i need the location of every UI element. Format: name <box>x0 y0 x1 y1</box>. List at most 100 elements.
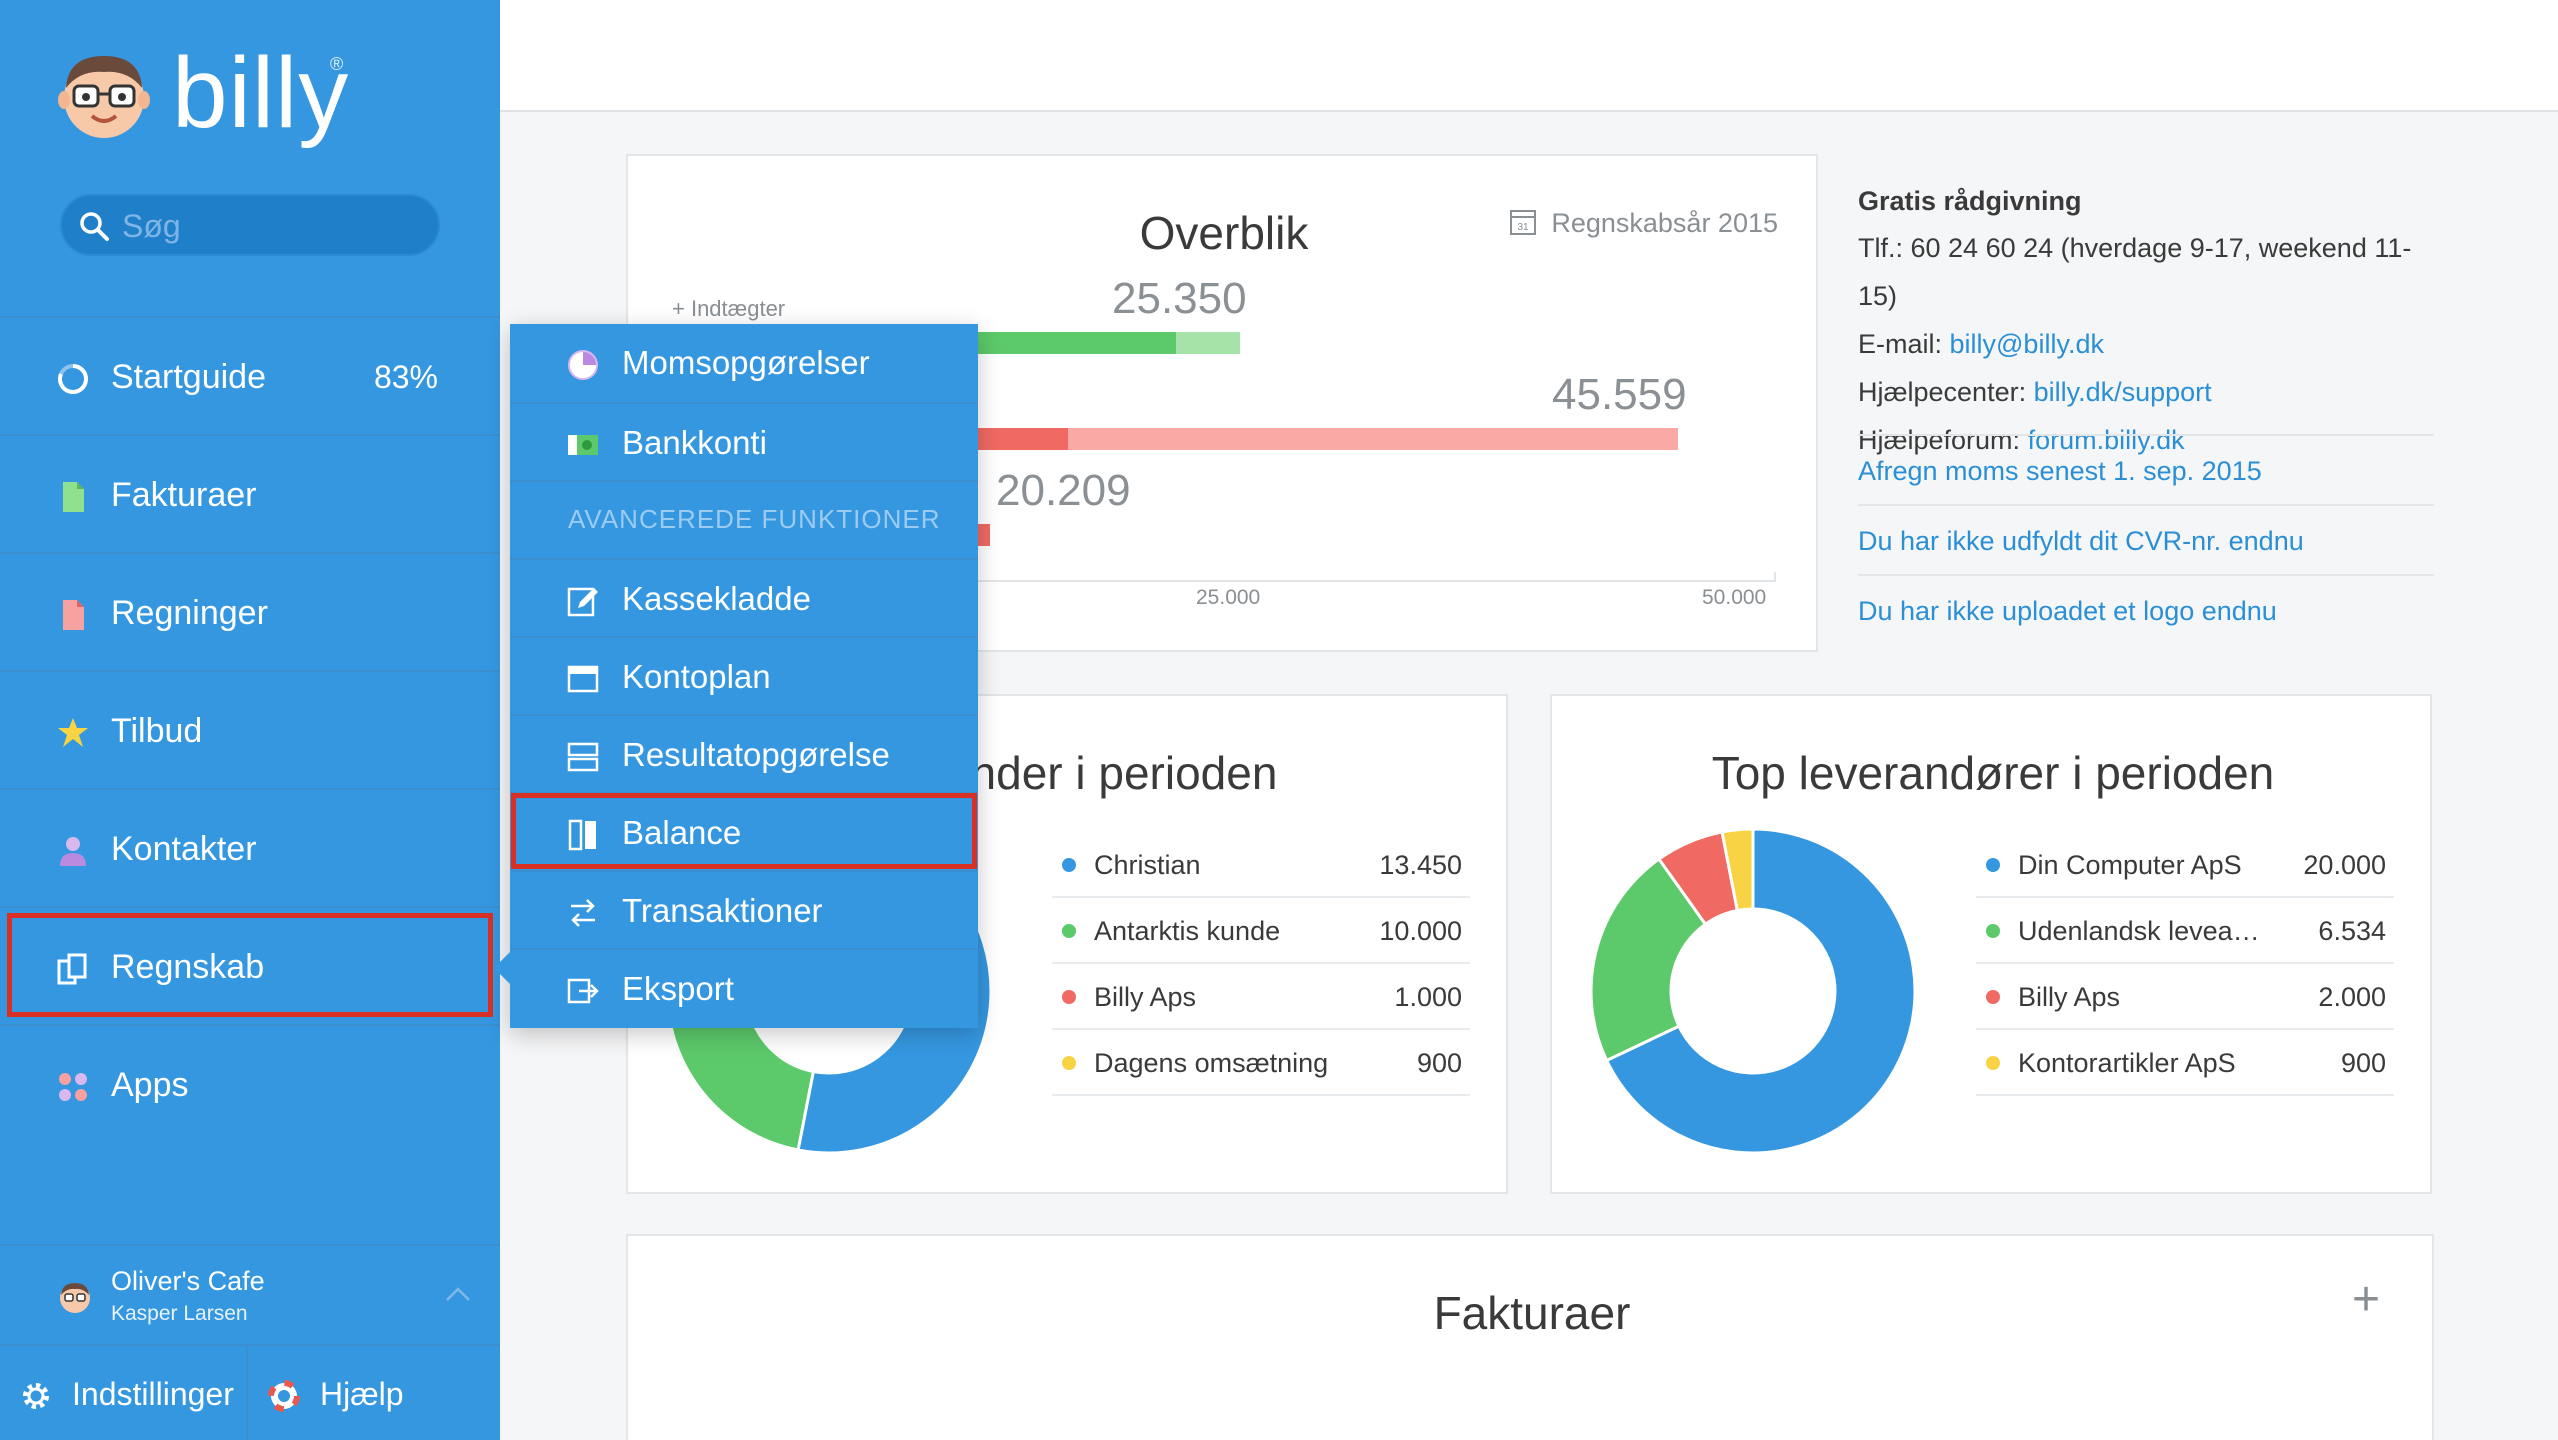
income-legend[interactable]: + Indtægter <box>672 296 786 321</box>
donut-slice-2[interactable] <box>1589 856 1708 1063</box>
nav-item-regnskab[interactable]: Regnskab <box>0 906 500 1024</box>
edit-ledger-icon <box>567 587 598 617</box>
legend-row[interactable]: Billy Aps 1.000 <box>1052 964 1470 1030</box>
legend-row[interactable]: Udenlandsk levea… 6.534 <box>1976 898 2394 964</box>
invoice-icon <box>63 482 84 512</box>
nav-item-apps[interactable]: Apps <box>0 1024 500 1142</box>
legend-dot <box>1986 858 2000 872</box>
gear-icon <box>23 1383 49 1409</box>
nav-item-tilbud[interactable]: Tilbud <box>0 670 500 788</box>
help-button[interactable]: Hjælp <box>250 1346 500 1440</box>
legend-name: Dagens omsætning <box>1094 1048 1329 1078</box>
user-name: Kasper Larsen <box>111 1302 248 1325</box>
submenu-label: Kontoplan <box>622 658 771 695</box>
legend-row[interactable]: Dagens omsætning 900 <box>1052 1030 1470 1096</box>
nav-item-regninger[interactable]: Regninger <box>0 552 500 670</box>
x-axis <box>672 580 1776 582</box>
startguide-progress: 83% <box>373 359 438 395</box>
cvr-missing-link[interactable]: Du har ikke udfyldt dit CVR-nr. endnu <box>1858 504 2434 574</box>
regnskab-submenu: Momsopgørelser Bankkonti AVANCEREDE FUNK… <box>494 324 978 1028</box>
submenu-item-bankkonti[interactable]: Bankkonti <box>510 402 978 480</box>
nav-label: Startguide <box>111 358 266 396</box>
support-info: Gratis rådgivning Tlf.: 60 24 60 24 (hve… <box>1858 178 2438 464</box>
support-helpcenter-line: Hjælpecenter: billy.dk/support <box>1858 368 2438 416</box>
pie-chart-icon <box>568 350 598 380</box>
nav-label: Tilbud <box>111 712 203 750</box>
support-forum-line: Hjælpeforum: forum.billy.dk <box>1858 416 2438 464</box>
avatar <box>60 1283 90 1313</box>
submenu-section-header <box>510 480 978 558</box>
logo-missing-link[interactable]: Du har ikke uploadet et logo endnu <box>1858 574 2434 644</box>
legend-name: Billy Aps <box>2018 982 2121 1012</box>
star-badge-icon <box>58 718 88 747</box>
submenu-item-resultatopgorelse[interactable]: Resultatopgørelse <box>510 714 978 792</box>
nav-label: Kontakter <box>111 830 257 868</box>
bank-card-icon <box>568 435 598 455</box>
submenu-item-balance[interactable]: Balance <box>510 792 978 870</box>
legend-row[interactable]: Christian 13.450 <box>1052 832 1470 898</box>
customers-legend: Christian 13.450 Antarktis kunde 10.000 Bi… <box>1052 832 1470 1096</box>
submenu-item-kontoplan[interactable]: Kontoplan <box>510 636 978 714</box>
forum-label: Hjælpeforum: <box>1858 425 2028 455</box>
top-customers-title: nder i perioden <box>970 747 1278 799</box>
helpcenter-link[interactable]: billy.dk/support <box>2033 377 2212 407</box>
lifebuoy-icon <box>268 1380 300 1412</box>
add-invoice-button[interactable]: + <box>2351 1273 2380 1326</box>
search-input[interactable] <box>122 204 422 248</box>
balance-columns-icon <box>568 819 596 851</box>
nav-item-kontakter[interactable]: Kontakter <box>0 788 500 906</box>
top-bar <box>500 0 2558 112</box>
suppliers-legend: Din Computer ApS 20.000 Udenlandsk levea…… <box>1976 832 2394 1096</box>
email-label: E-mail: <box>1858 329 1950 359</box>
support-email-line: E-mail: billy@billy.dk <box>1858 320 2438 368</box>
x-axis-tick <box>1774 572 1776 582</box>
account-switcher[interactable]: Oliver's Cafe Kasper Larsen <box>0 1244 500 1344</box>
legend-row[interactable]: Antarktis kunde 10.000 <box>1052 898 1470 964</box>
support-title: Gratis rådgivning <box>1858 186 2082 216</box>
forum-link[interactable]: forum.billy.dk <box>2027 425 2185 455</box>
legend-value: 6.534 <box>2318 916 2386 946</box>
progress-ring-icon <box>58 364 88 394</box>
result-value: 20.209 <box>996 466 1131 515</box>
axis-label-50000: 50.000 <box>1702 586 1767 609</box>
fiscal-year-selector[interactable]: 31 Regnskabsår 2015 <box>1510 208 1778 239</box>
nav-label: Apps <box>111 1066 189 1104</box>
settings-label: Indstillinger <box>72 1376 234 1412</box>
donut-slice-1[interactable] <box>1604 827 1917 1155</box>
company-name: Oliver's Cafe <box>111 1266 265 1296</box>
export-icon <box>567 978 599 1004</box>
help-label: Hjælp <box>320 1376 404 1412</box>
submenu-item-eksport[interactable]: Eksport <box>510 948 978 1026</box>
accounting-books-icon <box>57 953 87 985</box>
legend-value: 900 <box>2340 1048 2386 1078</box>
transactions-icon <box>571 899 595 927</box>
legend-row[interactable]: Kontorartikler ApS 900 <box>1976 1030 2394 1096</box>
legend-dot <box>1986 924 2000 938</box>
nav-item-startguide[interactable]: Startguide 83% <box>0 316 500 434</box>
nav-item-fakturaer[interactable]: Fakturaer <box>0 434 500 552</box>
submenu-item-transaktioner[interactable]: Transaktioner <box>510 870 978 948</box>
vat-deadline-link[interactable]: Afregn moms senest 1. sep. 2015 <box>1858 434 2434 504</box>
submenu-item-kassekladde[interactable]: Kassekladde <box>510 558 978 636</box>
submenu-item-momsopgorelser[interactable]: Momsopgørelser <box>510 324 978 402</box>
submenu-label: Resultatopgørelse <box>622 736 890 773</box>
legend-row[interactable]: Din Computer ApS 20.000 <box>1976 832 2394 898</box>
calendar-icon: 31 <box>1510 210 1537 235</box>
expense-value: 45.559 <box>1552 370 1687 419</box>
support-phone: Tlf.: 60 24 60 24 (hverdage 9-17, weeken… <box>1858 233 2412 311</box>
donut-slice-4[interactable] <box>1720 827 1755 913</box>
submenu-label: Eksport <box>622 970 734 1007</box>
email-link[interactable]: billy@billy.dk <box>1949 329 2104 359</box>
legend-row[interactable]: Billy Aps 2.000 <box>1976 964 2394 1030</box>
settings-button[interactable]: Indstillinger <box>0 1346 248 1440</box>
axis-label-25000: 25.000 <box>1196 586 1261 609</box>
sidebar-footer: Indstillinger Hjælp <box>0 1344 500 1440</box>
search-box[interactable] <box>60 194 440 256</box>
legend-name: Christian <box>1094 850 1201 880</box>
submenu-label: Bankkonti <box>622 424 767 461</box>
chevron-up-icon[interactable] <box>444 1284 472 1304</box>
legend-value: 13.450 <box>1379 850 1462 880</box>
legend-value: 1.000 <box>1394 982 1462 1012</box>
submenu-label: Kassekladde <box>622 580 811 617</box>
brand-logo[interactable]: billy ® <box>58 38 378 148</box>
